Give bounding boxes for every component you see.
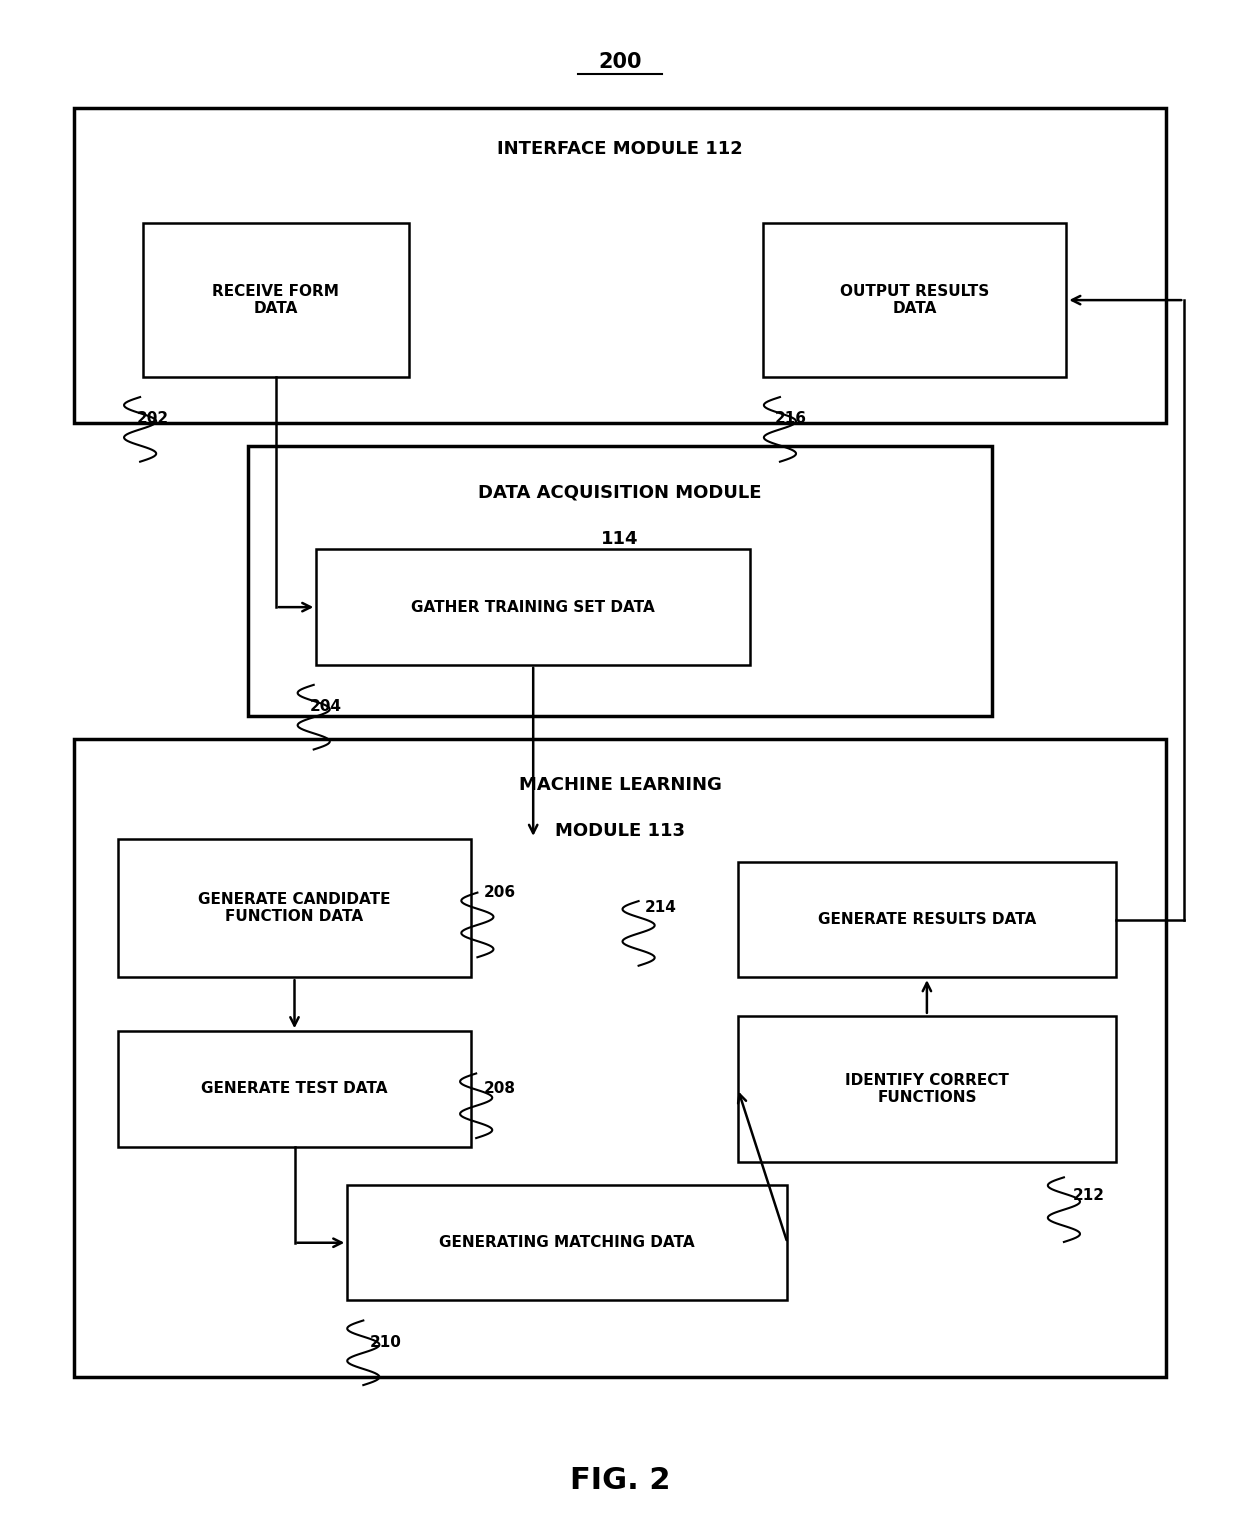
- Text: 214: 214: [645, 900, 677, 914]
- FancyBboxPatch shape: [143, 223, 409, 377]
- Text: DATA ACQUISITION MODULE: DATA ACQUISITION MODULE: [479, 483, 761, 502]
- Text: MACHINE LEARNING: MACHINE LEARNING: [518, 776, 722, 794]
- Text: 208: 208: [484, 1082, 516, 1096]
- FancyBboxPatch shape: [74, 739, 1166, 1377]
- Text: MODULE 113: MODULE 113: [556, 822, 684, 840]
- Text: GENERATE RESULTS DATA: GENERATE RESULTS DATA: [817, 913, 1037, 926]
- Text: IDENTIFY CORRECT
FUNCTIONS: IDENTIFY CORRECT FUNCTIONS: [844, 1073, 1009, 1105]
- Text: 216: 216: [775, 411, 807, 426]
- FancyBboxPatch shape: [738, 1016, 1116, 1162]
- Text: GENERATE CANDIDATE
FUNCTION DATA: GENERATE CANDIDATE FUNCTION DATA: [198, 891, 391, 925]
- FancyBboxPatch shape: [738, 862, 1116, 977]
- Text: 212: 212: [1073, 1188, 1105, 1203]
- FancyBboxPatch shape: [248, 446, 992, 716]
- Text: FIG. 2: FIG. 2: [569, 1467, 671, 1494]
- Text: INTERFACE MODULE 112: INTERFACE MODULE 112: [497, 140, 743, 159]
- Text: 200: 200: [598, 52, 642, 71]
- Text: 210: 210: [370, 1334, 402, 1350]
- Text: 114: 114: [601, 529, 639, 548]
- FancyBboxPatch shape: [74, 108, 1166, 423]
- Text: GENERATE TEST DATA: GENERATE TEST DATA: [201, 1082, 388, 1096]
- Text: OUTPUT RESULTS
DATA: OUTPUT RESULTS DATA: [839, 283, 990, 317]
- FancyBboxPatch shape: [347, 1185, 787, 1300]
- Text: 206: 206: [484, 885, 516, 900]
- Text: RECEIVE FORM
DATA: RECEIVE FORM DATA: [212, 283, 340, 317]
- FancyBboxPatch shape: [763, 223, 1066, 377]
- Text: 204: 204: [310, 699, 342, 714]
- FancyBboxPatch shape: [118, 839, 471, 977]
- FancyBboxPatch shape: [316, 549, 750, 665]
- Text: GENERATING MATCHING DATA: GENERATING MATCHING DATA: [439, 1236, 696, 1250]
- FancyBboxPatch shape: [118, 1031, 471, 1147]
- Text: GATHER TRAINING SET DATA: GATHER TRAINING SET DATA: [412, 600, 655, 614]
- Text: 202: 202: [136, 411, 169, 426]
